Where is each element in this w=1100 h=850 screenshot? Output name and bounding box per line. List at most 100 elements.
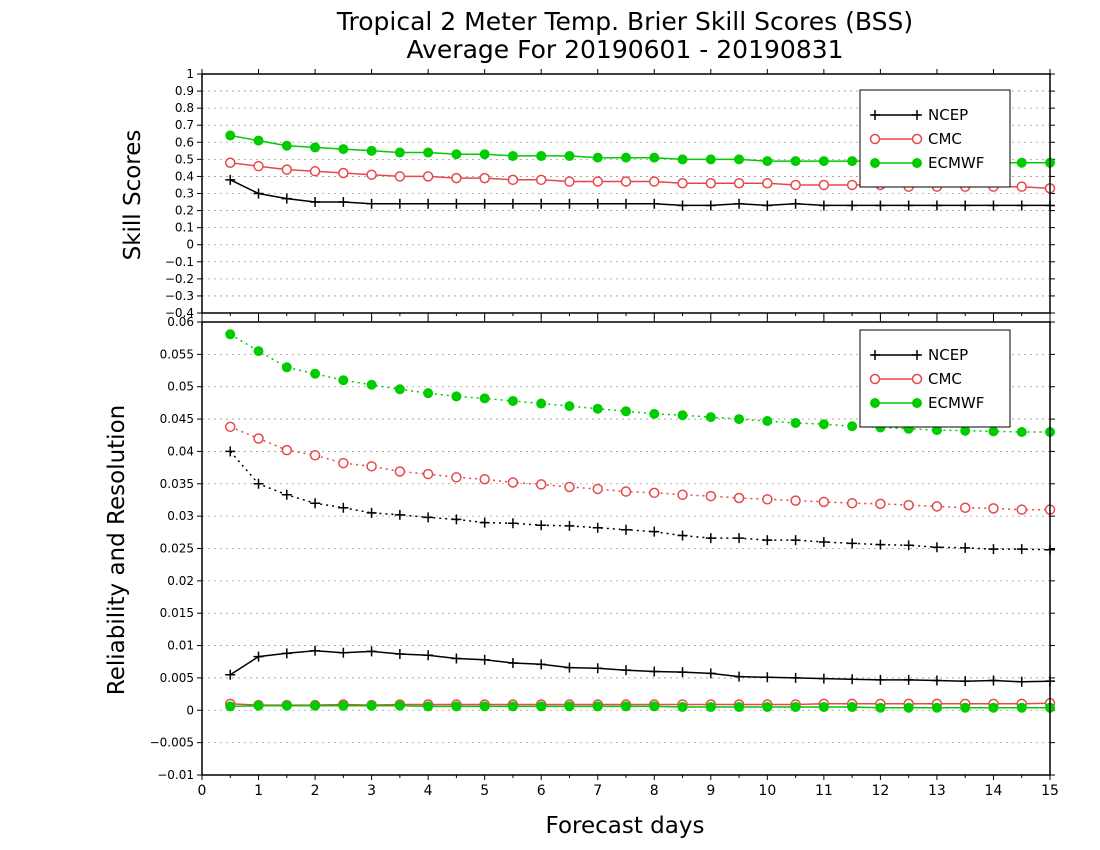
y-tick-label: 0 bbox=[186, 238, 194, 252]
data-point bbox=[875, 702, 886, 713]
data-point bbox=[564, 701, 575, 712]
data-point bbox=[959, 502, 971, 513]
data-point bbox=[818, 200, 829, 211]
data-point bbox=[423, 198, 434, 209]
data-point bbox=[253, 478, 264, 489]
data-point bbox=[847, 702, 858, 713]
series-ncep-solid bbox=[225, 645, 1055, 687]
y-tick-label: 0 bbox=[186, 703, 194, 717]
data-point bbox=[847, 538, 858, 549]
data-point bbox=[931, 200, 942, 211]
data-point bbox=[621, 198, 631, 209]
data-point bbox=[790, 198, 801, 209]
data-point bbox=[903, 200, 914, 211]
data-point bbox=[535, 174, 547, 186]
legend-label: CMC bbox=[928, 370, 962, 388]
data-point bbox=[847, 156, 858, 167]
x-tick-label: 10 bbox=[758, 783, 776, 799]
legend-item-cmc: CMC bbox=[869, 370, 962, 388]
y-tick-label: 0.05 bbox=[167, 380, 194, 394]
reliability-resolution-panel: −0.01 −0.005 0 0.005 0.01 0.015 0.02 0.025 0.03 0… bbox=[150, 315, 1059, 799]
data-point bbox=[394, 147, 405, 158]
data-point bbox=[536, 520, 547, 531]
data-point bbox=[366, 507, 377, 518]
data-point bbox=[705, 412, 716, 423]
data-point bbox=[310, 645, 321, 656]
data-point bbox=[875, 674, 886, 685]
data-point bbox=[338, 197, 349, 208]
y-tick-label: 0.01 bbox=[167, 639, 194, 653]
data-point bbox=[621, 701, 631, 712]
data-point bbox=[620, 176, 632, 187]
legend-marker bbox=[911, 133, 923, 145]
series-ncep-solid bbox=[225, 174, 1055, 211]
legend-item-cmc: CMC bbox=[869, 130, 962, 148]
data-point bbox=[818, 179, 830, 191]
y-tick-label: 0.5 bbox=[175, 152, 194, 166]
chart-subtitle: Average For 20190601 - 20190831 bbox=[406, 35, 843, 64]
data-point bbox=[338, 144, 349, 155]
data-point bbox=[366, 198, 377, 209]
data-point bbox=[451, 472, 462, 483]
data-point bbox=[677, 200, 688, 211]
data-point bbox=[394, 466, 406, 477]
data-point bbox=[479, 517, 490, 528]
data-point bbox=[338, 457, 349, 469]
data-point bbox=[253, 135, 264, 146]
data-point bbox=[988, 675, 999, 686]
data-point bbox=[310, 498, 321, 509]
data-point bbox=[564, 481, 575, 493]
x-tick-label: 9 bbox=[706, 783, 715, 799]
y-tick-label: 0.03 bbox=[167, 509, 194, 523]
legend-marker bbox=[870, 350, 880, 360]
y-tick-label: 0.7 bbox=[175, 118, 194, 132]
data-point bbox=[309, 450, 321, 461]
data-point bbox=[394, 198, 405, 209]
data-point bbox=[705, 533, 716, 544]
data-point bbox=[564, 520, 575, 531]
data-point bbox=[225, 329, 236, 340]
data-point bbox=[790, 156, 801, 167]
data-point bbox=[733, 178, 745, 189]
data-point bbox=[988, 544, 999, 555]
data-point bbox=[479, 149, 490, 160]
data-point bbox=[1016, 504, 1027, 515]
data-point bbox=[564, 150, 575, 161]
data-point bbox=[677, 178, 688, 189]
data-point bbox=[451, 514, 462, 525]
data-point bbox=[507, 395, 518, 406]
y-tick-label: 0.9 bbox=[175, 84, 194, 98]
x-axis-title: Forecast days bbox=[546, 813, 705, 839]
legend-marker bbox=[912, 110, 922, 120]
data-point bbox=[621, 524, 631, 535]
x-tick-label: 7 bbox=[593, 783, 602, 799]
data-point bbox=[281, 362, 292, 373]
legend-marker bbox=[912, 158, 922, 168]
data-point bbox=[507, 174, 519, 186]
x-tick-label: 13 bbox=[928, 783, 946, 799]
legend-item-ncep: NCEP bbox=[870, 346, 968, 364]
legend-label: NCEP bbox=[928, 106, 968, 124]
y-tick-label: 0.015 bbox=[160, 606, 194, 620]
legend-item-ecmwf: ECMWF bbox=[870, 394, 984, 412]
data-point bbox=[875, 498, 886, 510]
data-point bbox=[592, 701, 603, 712]
legend: NCEP CMC ECMWF bbox=[859, 89, 1011, 188]
data-point bbox=[394, 509, 405, 520]
x-tick-label: 3 bbox=[367, 783, 376, 799]
data-point bbox=[705, 200, 716, 211]
series-line-cmc bbox=[230, 426, 1050, 511]
data-point bbox=[790, 702, 801, 713]
y-tick-label: 0.3 bbox=[175, 187, 194, 201]
y-tick-label: −0.3 bbox=[165, 289, 194, 303]
data-point bbox=[818, 702, 829, 713]
y-tick-label: 0.04 bbox=[167, 444, 194, 458]
data-point bbox=[903, 540, 914, 551]
legend-item-ecmwf: ECMWF bbox=[870, 154, 984, 172]
y-tick-label: 0.06 bbox=[167, 315, 194, 329]
data-point bbox=[677, 489, 688, 501]
data-point bbox=[846, 179, 858, 191]
data-point bbox=[338, 700, 349, 711]
data-point bbox=[649, 176, 660, 187]
data-point bbox=[536, 398, 547, 409]
